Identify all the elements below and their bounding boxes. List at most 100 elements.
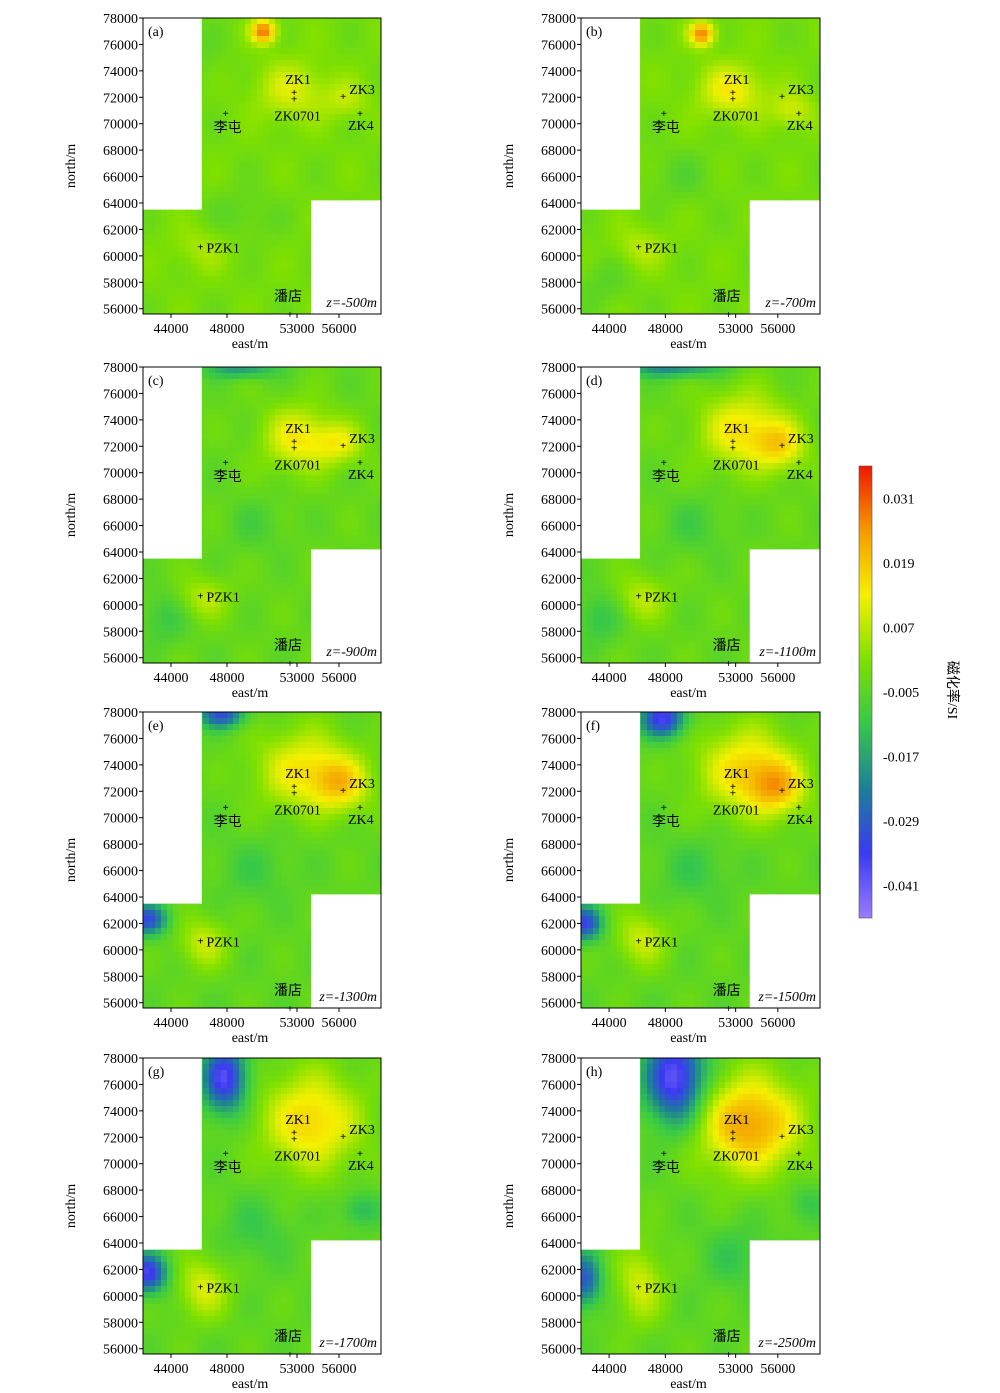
well-label: PZK1 <box>206 1282 239 1297</box>
y-tick-label: 64000 <box>541 891 576 906</box>
well-label: ZK3 <box>788 777 814 792</box>
x-tick-label: 44000 <box>592 1362 627 1377</box>
cross-icon: + <box>287 1349 293 1361</box>
well-marker: + ZK3 <box>340 1123 375 1143</box>
map-panel-3: 56000 58000 60000 62000 64000 66000 68000 70000… <box>64 361 382 701</box>
x-tick-label: 48000 <box>648 1362 683 1377</box>
depth-label: z=-2500m <box>757 1336 816 1351</box>
y-tick-label: 58000 <box>103 1316 138 1331</box>
y-tick-label: 68000 <box>103 1184 138 1199</box>
well-marker: +李屯 <box>214 108 242 136</box>
well-label: ZK4 <box>348 119 374 134</box>
y-tick-label: 72000 <box>541 785 576 800</box>
y-tick-label: 60000 <box>103 1290 138 1305</box>
cross-icon: + <box>779 440 785 452</box>
y-tick-label: 56000 <box>541 1343 576 1358</box>
cross-icon: + <box>287 658 293 670</box>
cross-icon: + <box>222 802 228 814</box>
well-label: ZK4 <box>787 813 813 828</box>
x-tick-label: 44000 <box>592 322 627 337</box>
y-tick-label: 56000 <box>541 303 576 318</box>
cross-icon: + <box>340 785 346 797</box>
y-tick-label: 56000 <box>103 997 138 1012</box>
depth-label: z=-1300m <box>318 990 377 1005</box>
cross-icon: + <box>796 457 802 469</box>
well-marker: +李屯 <box>652 802 680 830</box>
cross-icon: + <box>725 1349 731 1361</box>
y-tick-label: 62000 <box>103 917 138 932</box>
y-tick-label: 78000 <box>103 706 138 721</box>
x-tick-label: 44000 <box>154 1362 189 1377</box>
cross-icon: + <box>291 1134 297 1146</box>
cross-icon: + <box>636 1282 642 1294</box>
y-tick-label: 56000 <box>541 997 576 1012</box>
well-marker: + ZK0701 <box>713 94 760 125</box>
x-tick-label: 44000 <box>154 1016 189 1031</box>
well-label: 李屯 <box>652 1160 680 1176</box>
susceptibility-field <box>581 1058 820 1354</box>
y-tick-label: 74000 <box>541 759 576 774</box>
colorbar-tick-label: -0.017 <box>883 751 919 766</box>
y-tick-label: 66000 <box>103 171 138 186</box>
x-tick-label: 48000 <box>648 671 683 686</box>
panel-frame <box>580 711 821 1009</box>
cross-icon: + <box>636 242 642 254</box>
well-label: 李屯 <box>652 469 680 485</box>
panel-frame <box>580 1057 821 1355</box>
cross-icon: + <box>357 1148 363 1160</box>
well-label: ZK0701 <box>713 110 760 125</box>
x-axis-label: east/m <box>232 686 269 701</box>
well-marker: + 潘店 <box>713 1329 741 1361</box>
cross-icon: + <box>291 436 297 448</box>
well-marker: + ZK3 <box>340 777 375 797</box>
y-tick-label: 66000 <box>541 865 576 880</box>
x-tick-label: 48000 <box>210 322 245 337</box>
well-marker: + PZK1 <box>636 242 679 257</box>
well-marker: +ZK4 <box>787 802 813 828</box>
y-tick-label: 60000 <box>541 944 576 959</box>
well-marker: + 潘店 <box>274 983 302 1015</box>
susceptibility-field <box>581 18 820 314</box>
y-tick-label: 64000 <box>103 546 138 561</box>
cross-icon: + <box>222 457 228 469</box>
well-marker: + ZK3 <box>779 83 814 103</box>
well-label: PZK1 <box>206 936 239 951</box>
cross-icon: + <box>291 1127 297 1139</box>
y-tick-label: 78000 <box>541 706 576 721</box>
y-tick-label: 72000 <box>103 91 138 106</box>
y-tick-label: 76000 <box>541 387 576 402</box>
well-label: 潘店 <box>274 289 302 305</box>
cross-icon: + <box>291 788 297 800</box>
well-label: 李屯 <box>652 120 680 136</box>
y-tick-label: 56000 <box>103 652 138 667</box>
cross-icon: + <box>291 781 297 793</box>
x-tick-label: 56000 <box>322 1016 357 1031</box>
well-label: ZK1 <box>724 422 750 437</box>
well-marker: + 潘店 <box>274 638 302 670</box>
y-tick-label: 72000 <box>103 1131 138 1146</box>
cross-icon: + <box>197 242 203 254</box>
well-marker: + ZK3 <box>340 432 375 452</box>
y-tick-label: 76000 <box>541 732 576 747</box>
well-label: ZK0701 <box>274 1150 321 1165</box>
colorbar-tick-label: -0.005 <box>883 686 919 701</box>
cross-icon: + <box>291 443 297 455</box>
x-tick-label: 53000 <box>280 1016 315 1031</box>
depth-label: z=-900m <box>325 645 377 660</box>
well-marker: +ZK1 <box>285 422 311 448</box>
well-label: ZK0701 <box>274 110 321 125</box>
well-marker: + 潘店 <box>713 983 741 1015</box>
panel-frame <box>142 1057 382 1355</box>
colorbar-tick-label: -0.041 <box>883 880 919 895</box>
x-axis-label: east/m <box>670 1031 707 1046</box>
y-tick-label: 76000 <box>103 732 138 747</box>
y-tick-label: 72000 <box>103 440 138 455</box>
well-marker: + ZK0701 <box>274 94 321 125</box>
well-marker: +ZK1 <box>285 767 311 793</box>
x-axis-label: east/m <box>232 1377 269 1392</box>
y-tick-label: 64000 <box>541 197 576 212</box>
y-tick-label: 78000 <box>103 361 138 376</box>
cross-icon: + <box>796 1148 802 1160</box>
y-tick-label: 72000 <box>541 440 576 455</box>
y-tick-label: 58000 <box>103 625 138 640</box>
